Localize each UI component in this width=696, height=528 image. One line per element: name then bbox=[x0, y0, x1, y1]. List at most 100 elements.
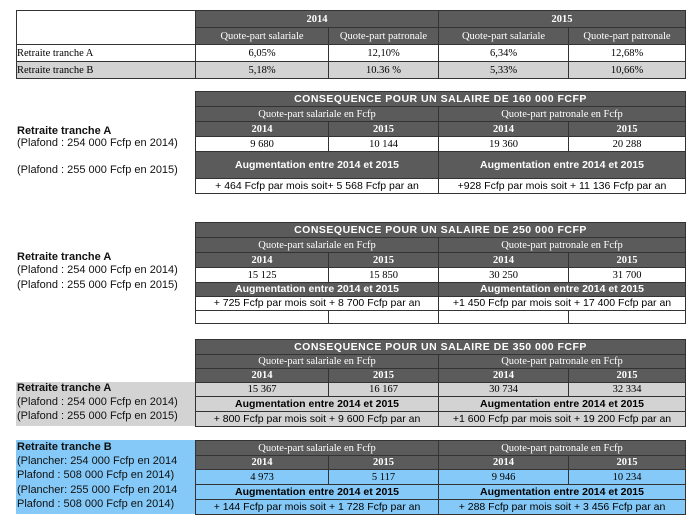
year-header: 2014 bbox=[195, 368, 329, 383]
group-header-row: Quote-part salariale en Fcfp Quote-part p… bbox=[195, 440, 687, 456]
result-row: + 800 Fcfp par mois soit + 9 600 Fcfp pa… bbox=[195, 411, 686, 427]
plafond-label: (Plafond : 254 000 Fcfp en 2014) bbox=[17, 264, 178, 276]
amount-cell: 10 144 bbox=[328, 136, 439, 152]
amount-cell: 9 680 bbox=[195, 136, 329, 152]
increase-result: + 725 Fcfp par mois soit + 8 700 Fcfp pa… bbox=[195, 296, 439, 311]
group-header: Quote-part patronale en Fcfp bbox=[438, 106, 686, 122]
values-row: 15 367 16 167 30 734 32 334 bbox=[195, 382, 686, 397]
rate-cell: 6,34% bbox=[438, 44, 569, 62]
values-row: 15 125 15 850 30 250 31 700 bbox=[195, 267, 686, 283]
rate-cell: 10.36 % bbox=[328, 61, 439, 79]
rate-cell: 10,66% bbox=[568, 61, 686, 79]
year-header: 2014 bbox=[438, 121, 569, 137]
tranche-label: Retraite tranche B bbox=[17, 441, 112, 453]
year-row: 2014 2015 2014 2015 bbox=[195, 121, 686, 137]
augmentation-header: Augmentation entre 2014 et 2015 bbox=[437, 484, 687, 500]
amount-cell: 20 288 bbox=[568, 136, 686, 152]
amount-cell: 4 973 bbox=[195, 469, 329, 485]
group-header-row: Quote-part salariale en Fcfp Quote-part p… bbox=[195, 106, 686, 122]
subheader: Quote-part patronale bbox=[328, 27, 439, 45]
augmentation-header: Augmentation entre 2014 et 2015 bbox=[438, 151, 686, 179]
year-header: 2014 bbox=[195, 121, 329, 137]
year-header: 2015 bbox=[438, 10, 686, 28]
plafond-label: (Plafond : 255 000 Fcfp en 2015) bbox=[17, 279, 178, 291]
empty-cell bbox=[195, 310, 329, 324]
year-header: 2014 bbox=[438, 368, 569, 383]
amount-cell: 15 850 bbox=[328, 267, 439, 283]
plafond-label: (Plancher: 254 000 Fcfp en 2014 bbox=[17, 455, 178, 467]
plafond-label: Plafond : 508 000 Fcfp en 2014) bbox=[17, 469, 175, 481]
augmentation-row: Augmentation entre 2014 et 2015 Augmentat… bbox=[195, 484, 687, 500]
year-row: 2014 2015 2014 2015 bbox=[195, 368, 686, 383]
year-row: 2014 2015 2014 2015 bbox=[195, 455, 687, 470]
year-header: 2015 bbox=[328, 455, 439, 470]
year-header: 2014 bbox=[195, 252, 329, 268]
year-header: 2014 bbox=[438, 252, 569, 268]
augmentation-row: Augmentation entre 2014 et 2015 Augmentat… bbox=[195, 396, 686, 412]
year-header: 2015 bbox=[568, 121, 686, 137]
amount-cell: 32 334 bbox=[568, 382, 686, 397]
result-row: + 144 Fcfp par mois soit + 1 728 Fcfp pa… bbox=[195, 499, 687, 515]
plafond-label: (Plafond : 255 000 Fcfp en 2015) bbox=[17, 410, 178, 422]
title-row: CONSEQUENCE POUR UN SALAIRE DE 350 000 F… bbox=[195, 339, 686, 355]
year-header: 2014 bbox=[438, 455, 569, 470]
subheader: Quote-part patronale bbox=[568, 27, 686, 45]
plafond-label: Plafond : 508 000 Fcfp en 2014) bbox=[17, 498, 175, 510]
table-title: CONSEQUENCE POUR UN SALAIRE DE 350 000 F… bbox=[195, 339, 686, 355]
subheader: Quote-part salariale bbox=[195, 27, 329, 45]
tranche-b-label-bg bbox=[16, 440, 195, 514]
result-row: + 464 Fcfp par mois soit+ 5 568 Fcfp par… bbox=[195, 178, 686, 194]
tranche-label: Retraite tranche A bbox=[17, 251, 112, 263]
rate-cell: 5,18% bbox=[195, 61, 329, 79]
tranche-label: Retraite tranche A bbox=[17, 125, 112, 137]
group-header: Quote-part salariale en Fcfp bbox=[195, 237, 439, 253]
table-title: CONSEQUENCE POUR UN SALAIRE DE 160 000 F… bbox=[195, 91, 686, 107]
salary-consequence-table: CONSEQUENCE POUR UN SALAIRE DE 250 000 F… bbox=[195, 222, 686, 324]
group-header: Quote-part patronale en Fcfp bbox=[437, 440, 687, 456]
increase-result: + 464 Fcfp par mois soit+ 5 568 Fcfp par… bbox=[195, 178, 439, 194]
group-header-row: Quote-part salariale en Fcfp Quote-part p… bbox=[195, 237, 686, 253]
group-header: Quote-part salariale en Fcfp bbox=[195, 106, 439, 122]
tranche-label: Retraite tranche A bbox=[17, 382, 112, 394]
increase-result: +928 Fcfp par mois soit + 11 136 Fcfp pa… bbox=[438, 178, 686, 194]
amount-cell: 30 734 bbox=[438, 382, 569, 397]
augmentation-row: Augmentation entre 2014 et 2015 Augmentat… bbox=[195, 151, 686, 179]
empty-cell bbox=[568, 310, 686, 324]
row-label: Retraite tranche A bbox=[16, 44, 196, 62]
group-header: Quote-part patronale en Fcfp bbox=[438, 237, 686, 253]
rates-table: 2014 2015 Quote-part salariale Quote-par… bbox=[16, 10, 686, 79]
group-header: Quote-part patronale en Fcfp bbox=[438, 354, 686, 369]
empty-row bbox=[195, 310, 686, 324]
year-header: 2015 bbox=[328, 368, 439, 383]
rate-cell: 6,05% bbox=[195, 44, 329, 62]
augmentation-header: Augmentation entre 2014 et 2015 bbox=[195, 151, 439, 179]
amount-cell: 5 117 bbox=[328, 469, 439, 485]
augmentation-header: Augmentation entre 2014 et 2015 bbox=[438, 396, 686, 412]
tranche-a-350k-label-bg bbox=[16, 382, 195, 426]
amount-cell: 31 700 bbox=[568, 267, 686, 283]
augmentation-header: Augmentation entre 2014 et 2015 bbox=[438, 282, 686, 297]
year-row: 2014 2015 2014 2015 bbox=[195, 252, 686, 268]
plafond-label: (Plafond : 254 000 Fcfp en 2014) bbox=[17, 396, 178, 408]
rate-cell: 5,33% bbox=[438, 61, 569, 79]
salary-consequence-table: CONSEQUENCE POUR UN SALAIRE DE 350 000 F… bbox=[195, 339, 686, 427]
salary-consequence-table: CONSEQUENCE POUR UN SALAIRE DE 160 000 F… bbox=[195, 91, 686, 194]
year-header: 2015 bbox=[568, 368, 686, 383]
group-header: Quote-part salariale en Fcfp bbox=[195, 354, 439, 369]
result-row: + 725 Fcfp par mois soit + 8 700 Fcfp pa… bbox=[195, 296, 686, 311]
group-header-row: Quote-part salariale en Fcfp Quote-part p… bbox=[195, 354, 686, 369]
row-label: Retraite tranche B bbox=[16, 61, 196, 79]
amount-cell: 10 234 bbox=[567, 469, 687, 485]
increase-result: + 144 Fcfp par mois soit + 1 728 Fcfp pa… bbox=[195, 499, 439, 515]
plafond-label: (Plafond : 255 000 Fcfp en 2015) bbox=[17, 164, 178, 176]
table-row: Retraite tranche B 5,18% 10.36 % 5,33% 1… bbox=[16, 61, 686, 79]
amount-cell: 19 360 bbox=[438, 136, 569, 152]
values-row: 4 973 5 117 9 946 10 234 bbox=[195, 469, 687, 485]
year-header: 2014 bbox=[195, 455, 329, 470]
empty-cell bbox=[438, 310, 569, 324]
amount-cell: 30 250 bbox=[438, 267, 569, 283]
year-header: 2015 bbox=[568, 252, 686, 268]
title-row: CONSEQUENCE POUR UN SALAIRE DE 160 000 F… bbox=[195, 91, 686, 107]
rate-cell: 12,68% bbox=[568, 44, 686, 62]
amount-cell: 15 125 bbox=[195, 267, 329, 283]
